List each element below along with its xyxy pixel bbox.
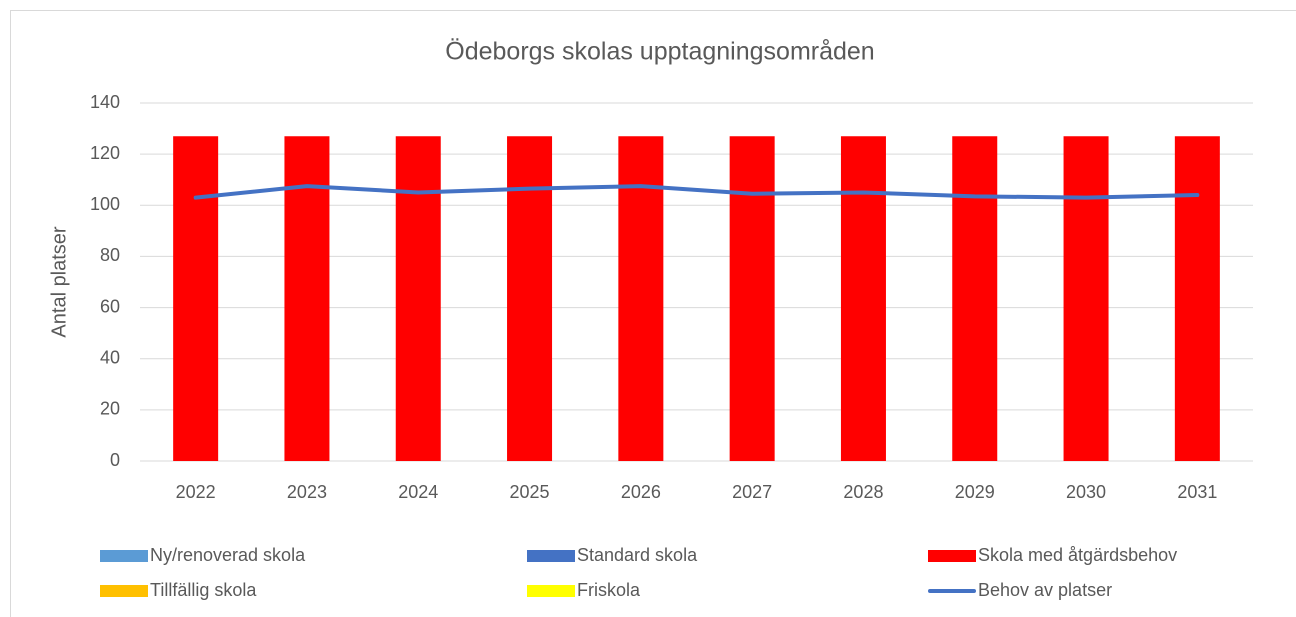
y-tick-label: 60 [100, 296, 120, 316]
legend-swatch [928, 550, 976, 562]
y-tick-label: 100 [90, 194, 120, 214]
y-tick-label: 0 [110, 450, 120, 470]
line [193, 184, 1200, 200]
legend-label: Tillfällig skola [150, 580, 257, 600]
x-tick-label: 2030 [1066, 482, 1106, 502]
legend-swatch [100, 585, 148, 597]
bar [729, 136, 775, 461]
legend-label: Behov av platser [978, 580, 1112, 600]
x-tick-label: 2029 [955, 482, 995, 502]
bar [1174, 136, 1220, 461]
bar [840, 136, 886, 461]
bar [173, 136, 219, 461]
bar [284, 136, 330, 461]
legend-label: Skola med åtgärdsbehov [978, 545, 1177, 565]
bar [618, 136, 664, 461]
legend-swatch [100, 550, 148, 562]
legend-label: Standard skola [577, 545, 698, 565]
legend-swatch [527, 585, 575, 597]
x-tick-label: 2026 [621, 482, 661, 502]
x-tick-label: 2025 [510, 482, 550, 502]
y-tick-label: 120 [90, 143, 120, 163]
bar [395, 136, 441, 461]
y-tick-label: 80 [100, 245, 120, 265]
y-tick-label: 140 [90, 92, 120, 112]
x-tick-label: 2022 [176, 482, 216, 502]
legend-swatch [527, 550, 575, 562]
x-tick-label: 2023 [287, 482, 327, 502]
bar [952, 136, 998, 461]
x-tick-label: 2031 [1177, 482, 1217, 502]
x-tick-label: 2024 [398, 482, 438, 502]
y-tick-label: 40 [100, 347, 120, 367]
x-tick-label: 2027 [732, 482, 772, 502]
y-tick-label: 20 [100, 399, 120, 419]
y-axis-label: Antal platser [48, 226, 70, 338]
legend-label: Ny/renoverad skola [150, 545, 306, 565]
x-tick-label: 2028 [843, 482, 883, 502]
chart-title: Ödeborgs skolas upptagningsområden [445, 38, 874, 66]
chart-frame [10, 10, 1296, 617]
legend-label: Friskola [577, 580, 641, 600]
bar [1063, 136, 1109, 461]
bar [507, 136, 553, 461]
